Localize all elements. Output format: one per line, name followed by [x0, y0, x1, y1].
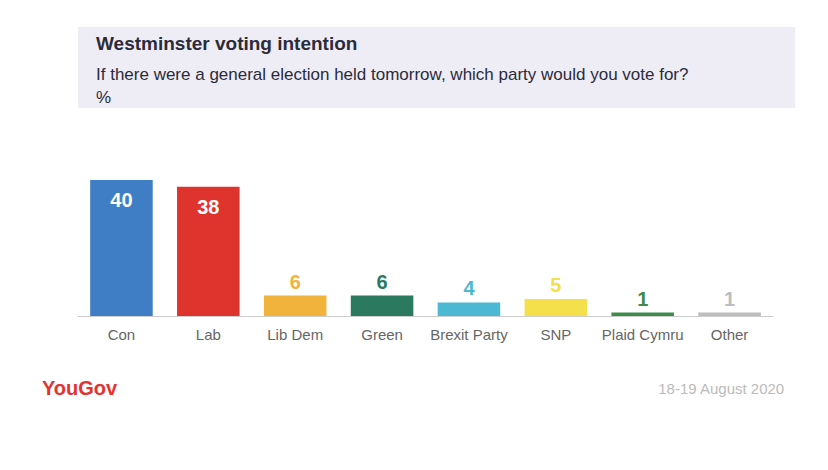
svg-text:18-19 August 2020: 18-19 August 2020 — [658, 380, 784, 397]
svg-text:Plaid Cymru: Plaid Cymru — [602, 326, 684, 343]
svg-text:Lab: Lab — [196, 326, 221, 343]
svg-text:40: 40 — [110, 189, 132, 211]
svg-text:If there were a general electi: If there were a general election held to… — [96, 65, 693, 84]
svg-text:1: 1 — [637, 288, 648, 310]
svg-text:4: 4 — [463, 277, 475, 299]
svg-text:Green: Green — [361, 326, 403, 343]
svg-text:Brexit Party: Brexit Party — [430, 326, 508, 343]
svg-text:SNP: SNP — [540, 326, 571, 343]
svg-text:5: 5 — [550, 274, 561, 296]
svg-text:Lib Dem: Lib Dem — [267, 326, 323, 343]
svg-text:6: 6 — [377, 271, 388, 293]
svg-text:YouGov: YouGov — [42, 377, 118, 399]
svg-text:6: 6 — [290, 271, 301, 293]
svg-text:Con: Con — [108, 326, 136, 343]
svg-text:%: % — [96, 88, 111, 107]
svg-text:Other: Other — [711, 326, 749, 343]
svg-text:38: 38 — [197, 196, 219, 218]
svg-text:Westminster voting intention: Westminster voting intention — [96, 33, 357, 54]
svg-text:1: 1 — [724, 288, 735, 310]
